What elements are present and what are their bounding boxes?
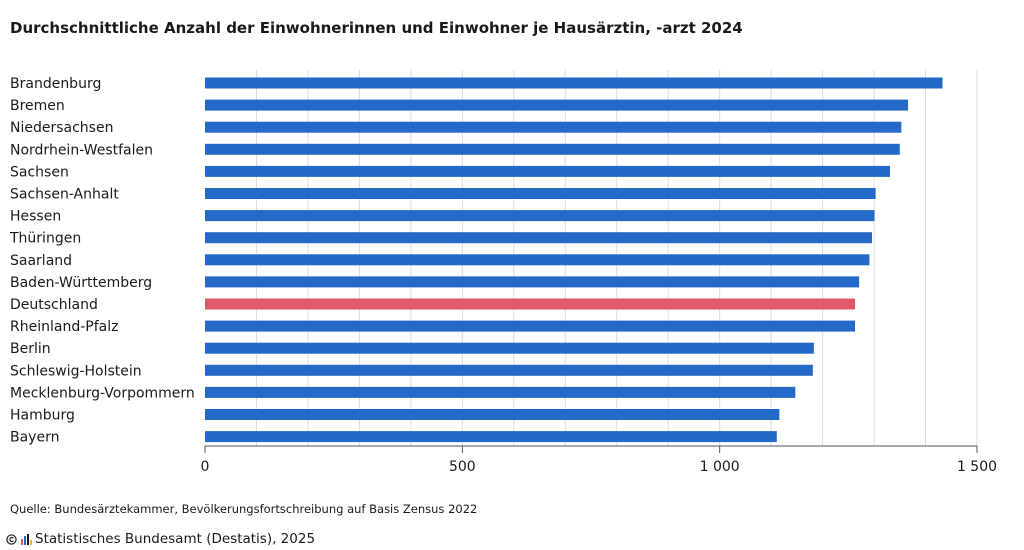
x-axis: 0 500 1 000 1 500 <box>201 445 997 475</box>
x-tick-label: 1 000 <box>700 459 740 475</box>
category-label: Sachsen <box>10 164 69 180</box>
category-label: Nordrhein-Westfalen <box>10 142 153 158</box>
bar-chart: Brandenburg Bremen Niedersachsen Nordrhein-… <box>9 70 997 475</box>
bar-rheinland-pfalz <box>205 320 856 332</box>
copyright-line: Statistisches Bundesamt (Destatis), 2025 <box>6 531 315 547</box>
category-label: Thüringen <box>9 231 81 247</box>
category-labels: Brandenburg Bremen Niedersachsen Nordrhein-… <box>9 76 195 446</box>
x-tick-label: 500 <box>449 459 476 475</box>
bar-sachsen-anhalt <box>205 188 876 199</box>
bar-niedersachsen <box>205 121 902 133</box>
category-label: Rheinland-Pfalz <box>10 319 118 335</box>
category-label: Deutschland <box>10 297 98 313</box>
source-note: Quelle: Bundesärztekammer, Bevölkerungsf… <box>10 502 478 516</box>
bar-berlin <box>205 342 814 354</box>
category-label: Saarland <box>10 253 72 269</box>
bar-sachsen <box>205 165 891 177</box>
category-label: Bremen <box>10 98 65 114</box>
category-label: Niedersachsen <box>10 120 113 136</box>
category-label: Hamburg <box>10 408 75 424</box>
bar-mecklenburg-vorpommern <box>205 386 796 398</box>
bar-thüringen <box>205 232 873 244</box>
bar-saarland <box>205 254 870 266</box>
bar-hamburg <box>205 409 780 420</box>
category-label: Bayern <box>10 430 59 446</box>
category-label: Mecklenburg-Vorpommern <box>10 385 195 401</box>
bar-bayern <box>205 431 777 443</box>
category-label: Schleswig-Holstein <box>10 363 142 379</box>
copyright-icon <box>6 533 17 545</box>
x-tick-label: 0 <box>201 459 210 475</box>
bars <box>205 77 943 443</box>
category-label: Baden-Württemberg <box>10 275 152 291</box>
copyright-text: Statistisches Bundesamt (Destatis), 2025 <box>35 531 316 547</box>
category-label: Berlin <box>10 341 51 357</box>
bar-deutschland <box>205 298 856 310</box>
bar-schleswig-holstein <box>205 364 813 376</box>
category-label: Sachsen-Anhalt <box>10 187 119 203</box>
chart-title: Durchschnittliche Anzahl der Einwohnerin… <box>10 19 743 37</box>
x-tick-label: 1 500 <box>957 459 997 475</box>
bar-baden-württemberg <box>205 276 860 288</box>
category-label: Brandenburg <box>10 76 101 92</box>
bar-brandenburg <box>205 77 943 89</box>
bar-bremen <box>205 99 909 111</box>
bar-nordrhein-westfalen <box>205 143 900 155</box>
bar-hessen <box>205 210 875 222</box>
category-label: Hessen <box>10 209 61 225</box>
destatis-logo-icon <box>20 533 32 545</box>
